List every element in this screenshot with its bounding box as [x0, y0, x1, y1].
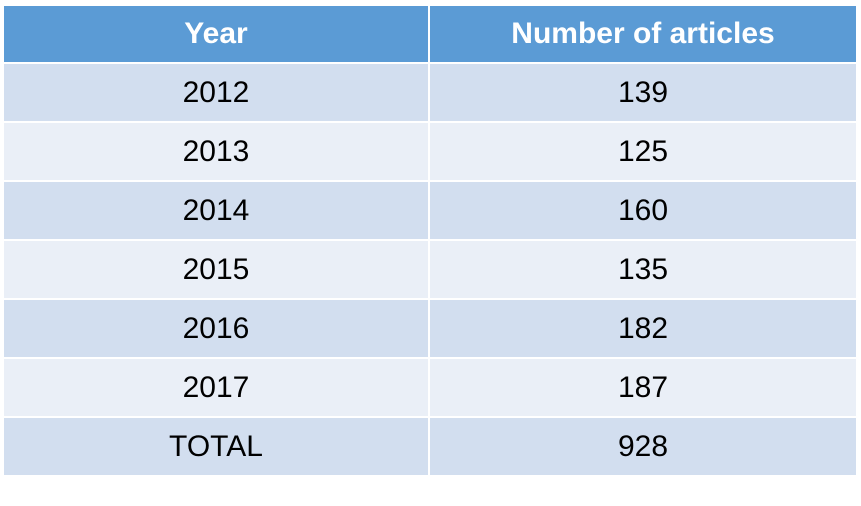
table-cell: 2016 [2, 298, 430, 359]
table-cell: TOTAL [2, 416, 430, 477]
header-cell: Year [2, 4, 430, 64]
table-row: 2015 135 [2, 239, 858, 300]
table-row: 2016 182 [2, 298, 858, 359]
table-row: 2014 160 [2, 180, 858, 241]
table-cell: 125 [428, 121, 858, 182]
table-row: 2017 187 [2, 357, 858, 418]
table-container: Year Number of articles 2012 139 2013 125 201… [2, 4, 858, 477]
table-row: 2013 125 [2, 121, 858, 182]
table-cell: 182 [428, 298, 858, 359]
table-cell: 928 [428, 416, 858, 477]
table-cell: 135 [428, 239, 858, 300]
table-row: TOTAL 928 [2, 416, 858, 477]
table-cell: 2017 [2, 357, 430, 418]
table: Year Number of articles 2012 139 2013 125 201… [2, 4, 858, 477]
table-row: 2012 139 [2, 62, 858, 123]
header-cell: Number of articles [428, 4, 858, 64]
table-cell: 160 [428, 180, 858, 241]
table-cell: 2013 [2, 121, 430, 182]
table-cell: 139 [428, 62, 858, 123]
header-row: Year Number of articles [2, 4, 858, 64]
table-cell: 2015 [2, 239, 430, 300]
table-cell: 187 [428, 357, 858, 418]
table-cell: 2014 [2, 180, 430, 241]
table-cell: 2012 [2, 62, 430, 123]
